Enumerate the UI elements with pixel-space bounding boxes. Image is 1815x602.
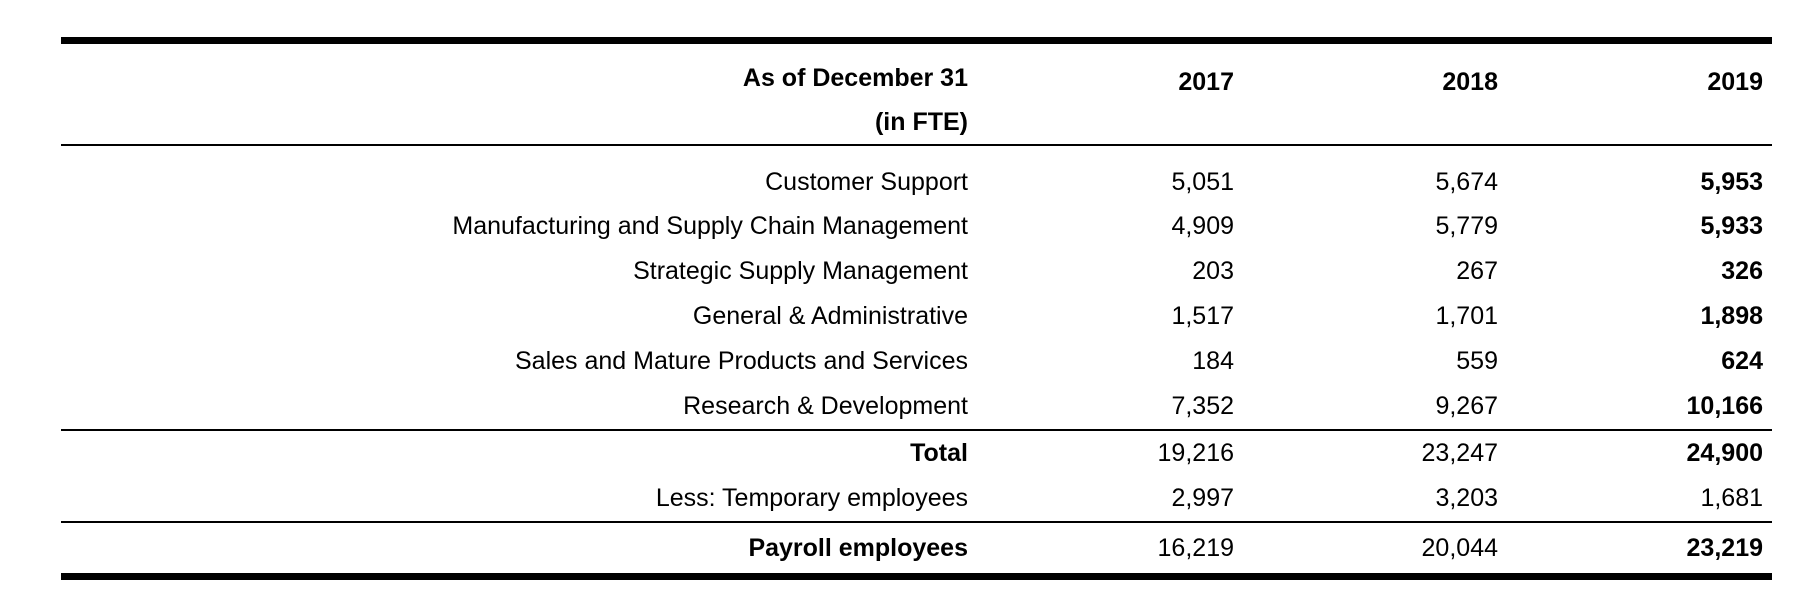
total-2017: 19,216 (968, 429, 1234, 476)
cell-2017: 4,909 (1171, 212, 1234, 240)
cell-2019: 624 (1721, 347, 1763, 375)
table-row: General & Administrative 1,517 1,701 1,8… (61, 294, 1772, 339)
less-2019: 1,681 (1700, 484, 1763, 512)
header-year-2018: 2018 (1442, 68, 1498, 96)
row-label: Strategic Supply Management (633, 257, 968, 285)
cell-2017: 7,352 (1171, 392, 1234, 420)
payroll-2017: 16,219 (968, 521, 1234, 577)
cell-2017: 184 (1192, 347, 1234, 375)
row-label: Research & Development (683, 392, 968, 420)
row-label: Manufacturing and Supply Chain Managemen… (452, 212, 968, 240)
payroll-label: Payroll employees (61, 521, 968, 577)
cell-2017: 203 (1192, 257, 1234, 285)
table-row: Sales and Mature Products and Services 1… (61, 339, 1772, 384)
cell-2017: 1,517 (1171, 302, 1234, 330)
fte-table-container: As of December 31 (in FTE) 2017 2018 201… (61, 37, 1772, 580)
cell-2017: 5,051 (1171, 167, 1234, 196)
payroll-2019: 23,219 (1498, 521, 1772, 577)
total-2018: 23,247 (1234, 429, 1498, 476)
fte-table: As of December 31 (in FTE) 2017 2018 201… (61, 37, 1772, 580)
table-row: Manufacturing and Supply Chain Managemen… (61, 204, 1772, 249)
row-label: Customer Support (765, 167, 968, 196)
table-row: Research & Development 7,352 9,267 10,16… (61, 384, 1772, 430)
cell-2019: 5,933 (1700, 212, 1763, 240)
header-label-line1: As of December 31 (742, 64, 968, 92)
cell-2019: 5,953 (1700, 167, 1763, 196)
cell-2018: 267 (1456, 257, 1498, 285)
total-row: Total 19,216 23,247 24,900 (61, 429, 1772, 476)
header-label: As of December 31 (in FTE) (61, 41, 968, 146)
header-year-2019: 2019 (1707, 68, 1763, 96)
table-header-row: As of December 31 (in FTE) 2017 2018 201… (61, 41, 1772, 146)
less-label: Less: Temporary employees (655, 484, 968, 512)
less-2018: 3,203 (1435, 484, 1498, 512)
row-label: General & Administrative (692, 302, 968, 330)
cell-2019: 326 (1721, 257, 1763, 285)
header-label-line2: (in FTE) (874, 108, 968, 136)
cell-2019: 10,166 (1686, 392, 1763, 420)
cell-2018: 9,267 (1435, 392, 1498, 420)
cell-2018: 1,701 (1435, 302, 1498, 330)
cell-2019: 1,898 (1700, 302, 1763, 330)
total-label: Total (61, 429, 968, 476)
cell-2018: 5,779 (1435, 212, 1498, 240)
row-label: Sales and Mature Products and Services (514, 347, 968, 375)
less-2017: 2,997 (1171, 484, 1234, 512)
payroll-row: Payroll employees 16,219 20,044 23,219 (61, 521, 1772, 577)
cell-2018: 559 (1456, 347, 1498, 375)
payroll-2018: 20,044 (1234, 521, 1498, 577)
table-row: Customer Support 5,051 5,674 5,953 (61, 145, 1772, 204)
less-temporary-row: Less: Temporary employees 2,997 3,203 1,… (61, 476, 1772, 522)
header-year-2017: 2017 (1178, 68, 1234, 96)
table-row: Strategic Supply Management 203 267 326 (61, 249, 1772, 294)
cell-2018: 5,674 (1435, 167, 1498, 196)
total-2019: 24,900 (1498, 429, 1772, 476)
